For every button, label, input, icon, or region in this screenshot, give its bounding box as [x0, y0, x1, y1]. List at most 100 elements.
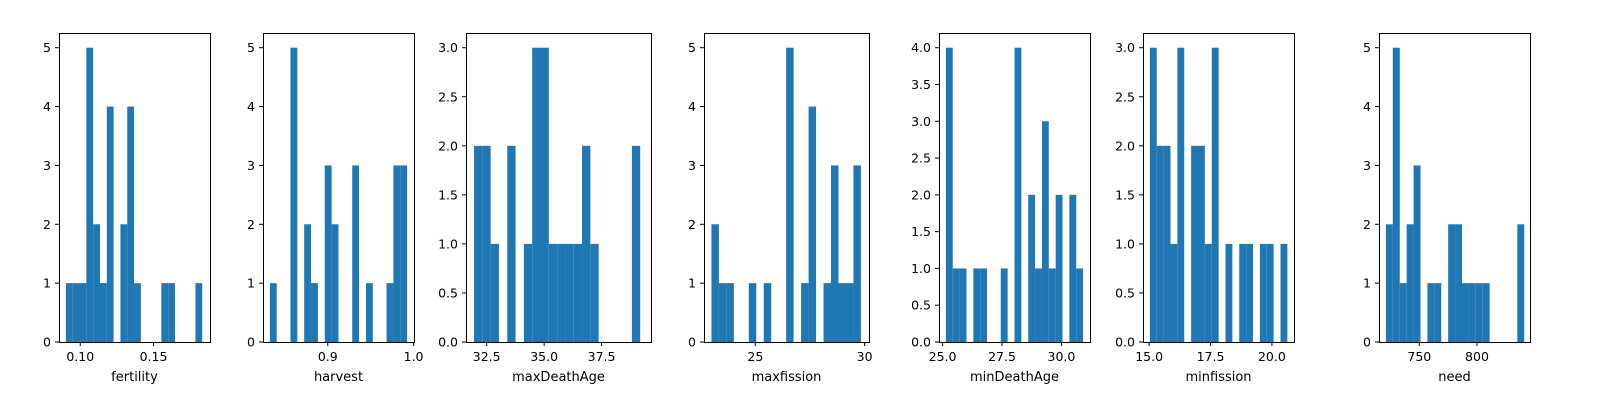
x-tick-label: 20.0 — [1258, 349, 1286, 364]
y-tick-label: 3.0 — [911, 114, 931, 129]
histogram-bar — [1204, 243, 1212, 342]
x-axis-label: minDeathAge — [970, 370, 1059, 385]
histogram-bar — [400, 165, 408, 342]
y-tick-label: 0.0 — [911, 335, 931, 350]
axes-frame — [59, 33, 211, 343]
x-axis-label: maxfission — [752, 370, 822, 385]
histogram-bar — [120, 224, 128, 342]
histogram-bar — [93, 224, 100, 342]
histogram-bar — [304, 224, 312, 342]
histogram-bar — [65, 283, 73, 342]
histogram-bar — [801, 283, 809, 342]
y-tick-label: 2 — [247, 217, 255, 232]
y-tick-label: 1 — [1363, 276, 1371, 291]
x-tick-label: 15.0 — [1135, 349, 1163, 364]
y-tick-label: 0.0 — [1115, 335, 1135, 350]
histogram-bar — [393, 165, 401, 342]
histogram-bar — [106, 106, 114, 342]
y-tick-label: 1 — [247, 276, 255, 291]
histogram-bar — [507, 145, 516, 342]
x-axis-label: minfission — [1185, 370, 1251, 385]
histogram-bar — [134, 283, 141, 342]
histogram-bar — [523, 243, 533, 342]
y-tick-label: 4 — [247, 99, 255, 114]
histogram-bar — [557, 243, 566, 342]
histogram-bar — [1014, 47, 1022, 343]
histogram-bar — [1448, 224, 1456, 342]
axes-frame — [466, 33, 652, 343]
histogram-bar — [1035, 268, 1042, 342]
histogram-bar — [1475, 283, 1483, 342]
histogram-bar — [1406, 224, 1414, 342]
histogram-bar — [1259, 243, 1267, 342]
histogram-bar — [1000, 268, 1008, 342]
histogram-bar — [195, 283, 203, 342]
histogram-bar — [1455, 224, 1462, 342]
histogram-bar — [573, 243, 583, 342]
y-tick-label: 2.0 — [438, 138, 458, 153]
x-axis-label: harvest — [314, 370, 363, 385]
histogram-bar — [1385, 224, 1393, 342]
x-tick-label: 32.5 — [473, 349, 501, 364]
y-tick-label: 2 — [43, 217, 51, 232]
histogram-bar — [482, 145, 491, 342]
y-tick-label: 1 — [688, 276, 696, 291]
x-tick-label: 25 — [747, 349, 763, 364]
histogram-bar — [365, 283, 373, 342]
histogram-bar — [823, 283, 832, 342]
histogram-bar — [1225, 243, 1233, 342]
y-tick-label: 3 — [43, 158, 51, 173]
y-tick-label: 3 — [688, 158, 696, 173]
subplot-fertility: 0 1 2 3 4 5 0.10 0.15 fertility — [43, 33, 211, 385]
histogram-bar — [1211, 47, 1219, 343]
histogram-bar — [1163, 145, 1171, 342]
histogram-bar — [582, 145, 591, 342]
y-tick-label: 0.5 — [911, 298, 931, 313]
y-tick-label: 5 — [43, 40, 51, 55]
histogram-bar — [1156, 145, 1164, 342]
histogram-bar — [1482, 283, 1490, 342]
histogram-bar — [127, 106, 135, 342]
x-tick-label: 800 — [1465, 349, 1489, 364]
histogram-bar — [1191, 145, 1198, 342]
x-tick-label: 1.0 — [404, 349, 424, 364]
subplot-minfission: 0.0 0.5 1.0 1.5 2.0 2.5 3.0 15.0 17.5 20.0 minfiss… — [1115, 33, 1295, 385]
x-tick-label: 30.0 — [1048, 349, 1076, 364]
axes-frame — [1143, 33, 1295, 343]
x-axis-label: maxDeathAge — [512, 370, 605, 385]
histogram-bar — [532, 47, 541, 343]
y-tick-label: 3 — [1363, 158, 1371, 173]
histogram-bar — [1170, 243, 1178, 342]
y-tick-label: 4 — [688, 99, 696, 114]
histogram-bar — [1413, 165, 1421, 342]
y-tick-label: 2 — [1363, 217, 1371, 232]
histogram-bar — [590, 243, 599, 342]
histogram-bar — [808, 106, 817, 342]
histogram-bar — [1028, 194, 1036, 342]
histogram-bar — [548, 243, 558, 342]
y-tick-label: 1.5 — [911, 224, 931, 239]
y-tick-label: 1.5 — [438, 187, 458, 202]
histogram-bar — [474, 145, 483, 342]
y-tick-label: 1.0 — [1115, 236, 1135, 251]
y-tick-label: 4 — [43, 99, 51, 114]
y-tick-label: 4.0 — [911, 40, 931, 55]
histogram-bar — [1149, 47, 1157, 343]
y-tick-label: 2.5 — [911, 151, 931, 166]
y-tick-label: 2.5 — [438, 89, 458, 104]
x-axis-label: need — [1438, 370, 1471, 385]
histogram-bar — [1427, 283, 1435, 342]
histogram-bar — [540, 47, 549, 343]
histogram-bar — [1041, 121, 1049, 342]
histogram-bar — [331, 224, 339, 342]
x-tick-label: 27.5 — [988, 349, 1016, 364]
histogram-bar — [1266, 243, 1274, 342]
histogram-bar — [952, 268, 960, 342]
y-tick-label: 0 — [43, 335, 51, 350]
subplot-maxDeathAge: 0.0 0.5 1.0 1.5 2.0 2.5 3.0 32.5 35.0 37.5 maxDeat… — [438, 33, 652, 385]
histogram-bar — [1239, 243, 1247, 342]
histogram-bar — [386, 283, 394, 342]
y-tick-label: 0.0 — [438, 335, 458, 350]
histogram-bar — [161, 283, 169, 342]
histogram-bar — [748, 283, 757, 342]
